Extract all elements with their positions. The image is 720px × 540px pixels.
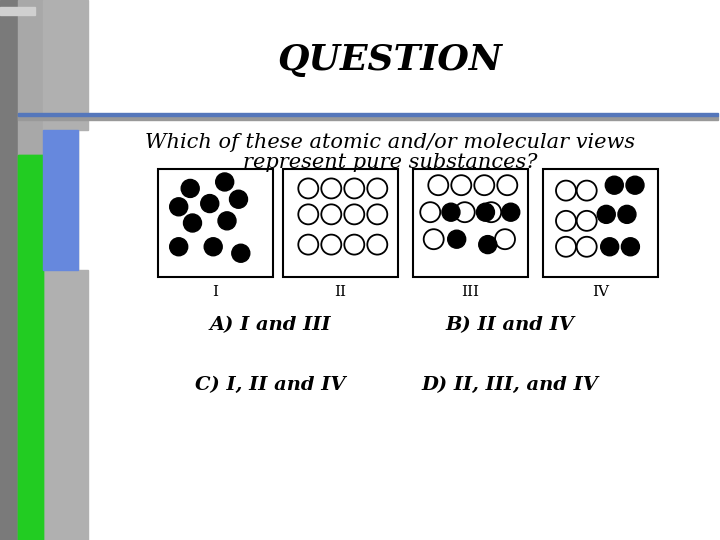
Text: C) I, II and IV: C) I, II and IV (194, 376, 346, 394)
Circle shape (170, 198, 188, 216)
Circle shape (502, 203, 520, 221)
Circle shape (448, 230, 466, 248)
Text: A) I and III: A) I and III (210, 316, 330, 334)
Circle shape (498, 175, 517, 195)
Circle shape (344, 234, 364, 254)
Circle shape (600, 238, 618, 256)
Circle shape (420, 202, 440, 222)
Text: B) II and IV: B) II and IV (446, 316, 575, 334)
Circle shape (479, 235, 497, 254)
Circle shape (618, 205, 636, 224)
Circle shape (298, 234, 318, 254)
Bar (0, 0, 18, 540)
Bar (18, 155, 43, 540)
Circle shape (474, 175, 495, 195)
Circle shape (170, 238, 188, 256)
Circle shape (184, 214, 202, 232)
Circle shape (367, 234, 387, 254)
Circle shape (577, 211, 597, 231)
Bar (158, 169, 273, 277)
Bar (18, 0, 78, 540)
Circle shape (606, 176, 624, 194)
Text: III: III (462, 285, 480, 299)
Bar (283, 169, 398, 277)
Bar (43, 130, 78, 270)
Circle shape (495, 229, 515, 249)
Circle shape (423, 229, 444, 249)
Text: Which of these atomic and/or molecular views: Which of these atomic and/or molecular v… (145, 132, 635, 152)
Circle shape (621, 238, 639, 256)
Bar (43, 0, 88, 130)
Circle shape (181, 179, 199, 198)
Bar (18, 113, 718, 116)
Text: QUESTION: QUESTION (278, 43, 503, 77)
Circle shape (598, 205, 616, 224)
Bar (0, 7, 35, 15)
Circle shape (232, 244, 250, 262)
Circle shape (455, 202, 474, 222)
Bar (413, 169, 528, 277)
Circle shape (367, 204, 387, 224)
Circle shape (477, 203, 495, 221)
Circle shape (577, 237, 597, 256)
Circle shape (367, 178, 387, 198)
Circle shape (201, 194, 219, 213)
Circle shape (298, 204, 318, 224)
Circle shape (321, 178, 341, 198)
Circle shape (556, 211, 576, 231)
Text: I: I (212, 285, 218, 299)
Text: D) II, III, and IV: D) II, III, and IV (422, 376, 598, 394)
Bar (543, 169, 658, 277)
Circle shape (344, 178, 364, 198)
Circle shape (556, 180, 576, 200)
Text: IV: IV (592, 285, 609, 299)
Bar (43, 270, 88, 540)
Circle shape (344, 204, 364, 224)
Circle shape (321, 234, 341, 254)
Bar (18, 116, 718, 120)
Circle shape (216, 173, 234, 191)
Circle shape (321, 204, 341, 224)
Circle shape (626, 176, 644, 194)
Circle shape (556, 237, 576, 256)
Bar (18, 155, 43, 540)
Circle shape (204, 238, 222, 256)
Circle shape (428, 175, 449, 195)
Circle shape (481, 202, 501, 222)
Circle shape (298, 178, 318, 198)
Text: II: II (335, 285, 346, 299)
Circle shape (577, 180, 597, 200)
Circle shape (230, 190, 248, 208)
Text: represent pure substances?: represent pure substances? (243, 152, 537, 172)
Circle shape (442, 203, 460, 221)
Circle shape (218, 212, 236, 230)
Circle shape (451, 175, 472, 195)
